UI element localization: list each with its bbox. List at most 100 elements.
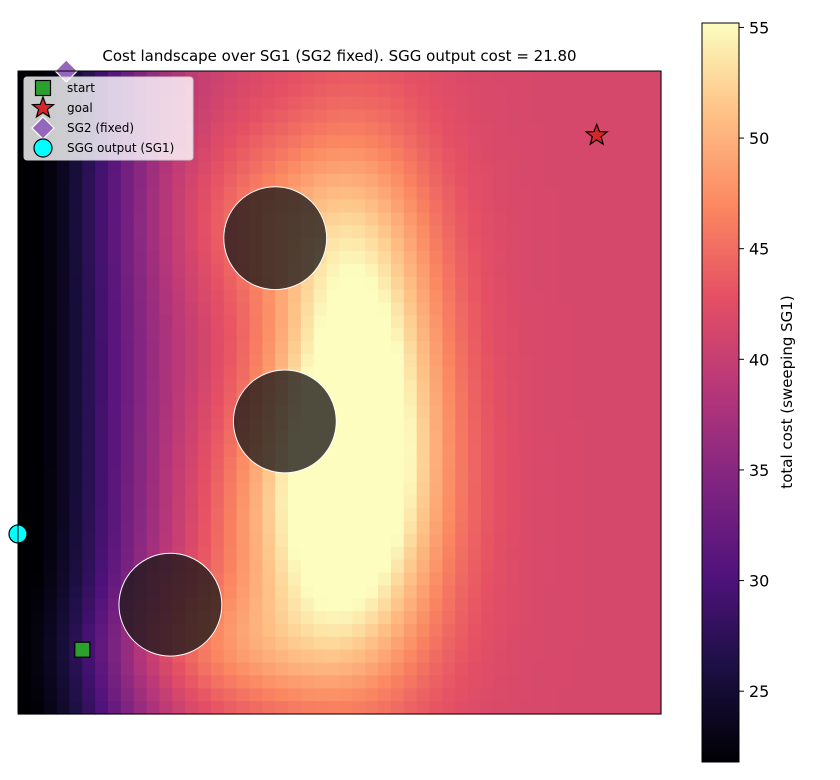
heatmap-cell: [133, 675, 148, 689]
heatmap-cell: [339, 328, 353, 342]
heatmap-cell: [558, 328, 572, 342]
heatmap-cell: [558, 225, 572, 239]
heatmap-cell: [455, 418, 469, 432]
heatmap-cell: [378, 225, 392, 239]
heatmap-cell: [378, 572, 392, 586]
heatmap-cell: [609, 148, 624, 162]
heatmap-cell: [69, 469, 83, 484]
heatmap-cell: [480, 405, 495, 419]
heatmap-cell: [56, 533, 71, 548]
heatmap-cell: [468, 508, 482, 522]
heatmap-cell: [635, 289, 649, 304]
heatmap-cell: [403, 636, 418, 651]
heatmap-cell: [570, 238, 585, 252]
heatmap-cell: [56, 585, 71, 599]
heatmap-cell: [300, 109, 315, 124]
heatmap-cell: [558, 443, 572, 458]
heatmap-cell: [390, 353, 405, 368]
heatmap-cell: [583, 315, 598, 329]
heatmap-cell: [120, 263, 135, 278]
heatmap-cell: [69, 521, 83, 535]
heatmap-cell: [403, 161, 418, 175]
heatmap-cell: [558, 238, 572, 252]
heatmap-cell: [532, 649, 546, 664]
heatmap-cell: [622, 173, 636, 188]
heatmap-cell: [69, 263, 83, 278]
heatmap-cell: [352, 173, 366, 188]
heatmap-cell: [493, 135, 508, 149]
heatmap-cell: [339, 83, 353, 98]
heatmap-cell: [429, 276, 443, 291]
heatmap-cell: [635, 276, 649, 291]
heatmap-cell: [635, 405, 649, 419]
heatmap-cell: [223, 289, 238, 304]
heatmap-cell: [352, 585, 366, 599]
heatmap-cell: [313, 109, 328, 124]
heatmap-cell: [390, 701, 405, 715]
heatmap-cell: [493, 366, 508, 381]
heatmap-cell: [519, 109, 533, 124]
heatmap-cell: [133, 688, 148, 702]
heatmap-cell: [18, 418, 32, 432]
heatmap-cell: [622, 521, 636, 535]
heatmap-cell: [198, 443, 212, 458]
heatmap-cell: [249, 173, 263, 188]
heatmap-cell: [288, 521, 302, 535]
heatmap-cell: [429, 418, 443, 432]
heatmap-cell: [583, 212, 598, 226]
heatmap-cell: [416, 495, 431, 509]
heatmap-cell: [352, 546, 366, 561]
colorbar-gradient: [701, 22, 740, 763]
heatmap-cell: [185, 701, 199, 715]
heatmap-cell: [223, 636, 238, 651]
heatmap-cell: [275, 585, 289, 599]
heatmap-cell: [95, 431, 109, 445]
heatmap-cell: [455, 443, 469, 458]
heatmap-cell: [416, 173, 431, 188]
heatmap-cell: [403, 225, 418, 239]
heatmap-cell: [133, 443, 148, 458]
heatmap-cell: [198, 302, 212, 316]
heatmap-cell: [635, 225, 649, 239]
heatmap-cell: [648, 611, 662, 625]
heatmap-cell: [622, 71, 636, 85]
heatmap-cell: [648, 431, 662, 445]
heatmap-cell: [223, 122, 238, 136]
heatmap-cell: [390, 456, 405, 471]
heatmap-cell: [339, 585, 353, 599]
heatmap-cell: [326, 688, 341, 702]
colorbar-tick-label: 55: [749, 18, 769, 37]
heatmap-cell: [210, 263, 225, 278]
heatmap-cell: [622, 469, 636, 484]
heatmap-cell: [352, 122, 366, 136]
heatmap-cell: [313, 315, 328, 329]
heatmap-cell: [339, 276, 353, 291]
heatmap-cell: [596, 405, 611, 419]
heatmap-cell: [69, 431, 83, 445]
heatmap-cell: [416, 379, 431, 394]
heatmap-cell: [339, 623, 353, 638]
heatmap-cell: [339, 173, 353, 188]
heatmap-cell: [108, 546, 122, 561]
heatmap-cell: [429, 173, 443, 188]
heatmap-cell: [210, 122, 225, 136]
heatmap-cell: [120, 636, 135, 651]
heatmap-cell: [223, 598, 238, 612]
heatmap-cell: [18, 302, 32, 316]
heatmap-cell: [519, 148, 533, 162]
heatmap-cell: [416, 328, 431, 342]
heatmap-cell: [442, 96, 456, 111]
heatmap-cell: [210, 662, 225, 677]
heatmap-cell: [300, 161, 315, 175]
heatmap-cell: [648, 675, 662, 689]
heatmap-cell: [30, 611, 45, 625]
heatmap-cell: [159, 225, 173, 239]
heatmap-cell: [69, 251, 83, 265]
heatmap-cell: [455, 546, 469, 561]
heatmap-cell: [532, 392, 546, 406]
heatmap-cell: [262, 341, 276, 355]
heatmap-cell: [30, 341, 45, 355]
heatmap-cell: [300, 688, 315, 702]
heatmap-cell: [210, 701, 225, 715]
heatmap-cell: [300, 675, 315, 689]
